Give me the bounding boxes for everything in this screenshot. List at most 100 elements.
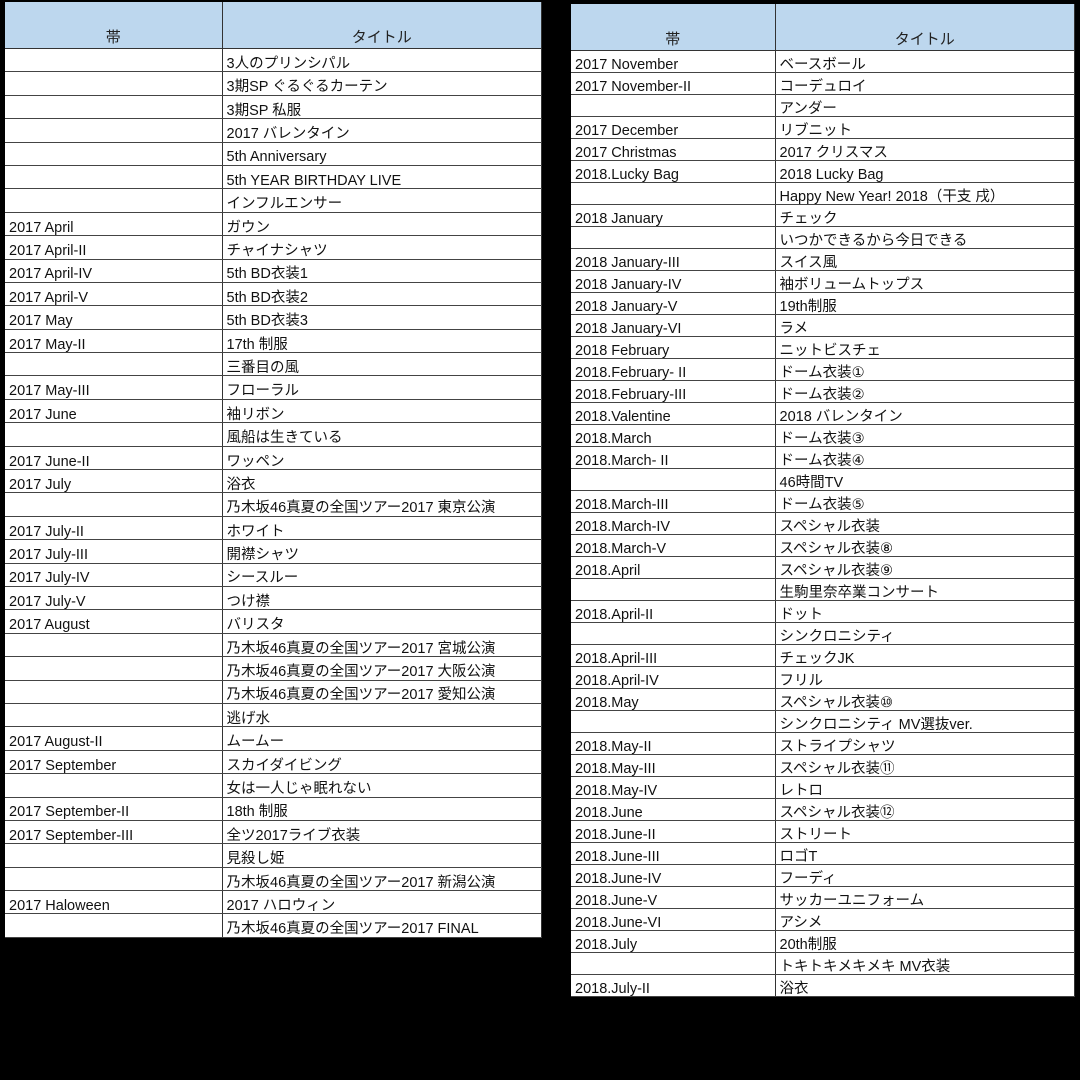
title-cell[interactable]: チェック xyxy=(775,204,1075,227)
band-cell[interactable] xyxy=(5,71,223,96)
title-cell[interactable]: 46時間TV xyxy=(775,468,1075,491)
band-cell[interactable] xyxy=(571,94,776,117)
title-cell[interactable]: シースルー xyxy=(222,563,542,587)
band-cell[interactable] xyxy=(5,913,223,938)
band-cell[interactable] xyxy=(5,422,223,447)
title-cell[interactable]: 逃げ水 xyxy=(222,703,542,728)
title-cell[interactable]: Happy New Year! 2018（干支 戌） xyxy=(775,182,1075,205)
title-cell[interactable]: いつかできるから今日できる xyxy=(775,226,1075,249)
band-cell[interactable]: 2018 January-VI xyxy=(571,314,776,337)
title-cell[interactable]: スペシャル衣装 xyxy=(775,512,1075,535)
title-cell[interactable]: ドーム衣装③ xyxy=(775,424,1075,447)
band-cell[interactable]: 2017 June xyxy=(5,399,223,424)
band-cell[interactable]: 2018.April-II xyxy=(571,600,776,623)
title-cell[interactable]: リブニット xyxy=(775,116,1075,139)
band-cell[interactable]: 2018 February xyxy=(571,336,776,359)
title-cell[interactable]: 風船は生きている xyxy=(222,422,542,447)
band-cell[interactable] xyxy=(5,48,223,73)
title-cell[interactable]: バリスタ xyxy=(222,609,542,634)
band-cell[interactable] xyxy=(5,352,223,377)
band-cell[interactable]: 2018.Lucky Bag xyxy=(571,160,776,183)
title-cell[interactable]: 3期SP 私服 xyxy=(222,95,542,120)
title-cell[interactable]: アンダー xyxy=(775,94,1075,117)
band-cell[interactable]: 2018.March- II xyxy=(571,446,776,469)
band-cell[interactable] xyxy=(5,867,223,892)
title-cell[interactable]: スイス風 xyxy=(775,248,1075,271)
band-cell[interactable] xyxy=(5,703,223,728)
title-cell[interactable]: インフルエンサー xyxy=(222,188,542,213)
title-cell[interactable]: スペシャル衣装⑩ xyxy=(775,688,1075,711)
band-cell[interactable] xyxy=(5,142,223,166)
band-cell[interactable]: 2018.March-V xyxy=(571,534,776,557)
band-cell[interactable]: 2018.June-VI xyxy=(571,908,776,931)
band-cell[interactable]: 2017 August-II xyxy=(5,726,223,751)
band-cell[interactable] xyxy=(571,710,776,733)
title-cell[interactable]: 2017 ハロウィン xyxy=(222,890,542,915)
band-cell[interactable] xyxy=(571,952,776,975)
title-cell[interactable]: フリル xyxy=(775,666,1075,689)
band-cell[interactable]: 2018.March xyxy=(571,424,776,447)
title-cell[interactable]: アシメ xyxy=(775,908,1075,931)
title-cell[interactable]: トキトキメキメキ MV衣装 xyxy=(775,952,1075,975)
title-cell[interactable]: コーデュロイ xyxy=(775,72,1075,95)
band-cell[interactable]: 2017 July xyxy=(5,469,223,494)
band-cell[interactable]: 2018.March-IV xyxy=(571,512,776,535)
title-cell[interactable]: スペシャル衣装⑫ xyxy=(775,798,1075,821)
band-cell[interactable] xyxy=(5,656,223,681)
title-cell[interactable]: ニットビスチェ xyxy=(775,336,1075,359)
title-cell[interactable]: 浴衣 xyxy=(775,974,1075,997)
band-cell[interactable] xyxy=(5,843,223,868)
band-cell[interactable]: 2018.Valentine xyxy=(571,402,776,425)
band-cell[interactable]: 2017 July-V xyxy=(5,586,223,611)
band-cell[interactable]: 2017 April-II xyxy=(5,235,223,260)
title-cell[interactable]: 乃木坂46真夏の全国ツアー2017 東京公演 xyxy=(222,492,542,517)
band-cell[interactable] xyxy=(571,578,776,601)
title-cell[interactable]: 生駒里奈卒業コンサート xyxy=(775,578,1075,601)
band-cell[interactable]: 2017 August xyxy=(5,609,223,634)
title-cell[interactable]: スペシャル衣装⑧ xyxy=(775,534,1075,557)
title-cell[interactable]: ラメ xyxy=(775,314,1075,337)
band-cell[interactable]: 2017 April-V xyxy=(5,282,223,307)
title-cell[interactable]: 袖リボン xyxy=(222,399,542,424)
title-cell[interactable]: スペシャル衣装⑪ xyxy=(775,754,1075,777)
title-cell[interactable]: ドーム衣装④ xyxy=(775,446,1075,469)
band-cell[interactable]: 2018.June-V xyxy=(571,886,776,909)
band-cell[interactable]: 2017 May-II xyxy=(5,329,223,354)
band-cell[interactable]: 2018.April xyxy=(571,556,776,579)
band-cell[interactable]: 2017 May-III xyxy=(5,375,223,400)
band-cell[interactable] xyxy=(5,773,223,798)
band-cell[interactable]: 2018 January-V xyxy=(571,292,776,315)
band-cell[interactable]: 2018.April-IV xyxy=(571,666,776,689)
title-cell[interactable]: ホワイト xyxy=(222,516,542,541)
band-cell[interactable] xyxy=(5,680,223,704)
band-cell[interactable]: 2018 January xyxy=(571,204,776,227)
title-cell[interactable]: フーディ xyxy=(775,864,1075,887)
title-cell[interactable]: シンクロニシティ xyxy=(775,622,1075,645)
band-cell[interactable] xyxy=(571,226,776,249)
title-cell[interactable]: 5th Anniversary xyxy=(222,142,542,166)
title-cell[interactable]: ムームー xyxy=(222,726,542,751)
title-cell[interactable]: 19th制服 xyxy=(775,292,1075,315)
title-cell[interactable]: 乃木坂46真夏の全国ツアー2017 新潟公演 xyxy=(222,867,542,892)
band-cell[interactable]: 2018.May-III xyxy=(571,754,776,777)
title-cell[interactable]: サッカーユニフォーム xyxy=(775,886,1075,909)
band-cell[interactable] xyxy=(571,622,776,645)
title-cell[interactable]: 浴衣 xyxy=(222,469,542,494)
title-cell[interactable]: ドーム衣装① xyxy=(775,358,1075,381)
title-cell[interactable]: 見殺し姫 xyxy=(222,843,542,868)
title-cell[interactable]: 5th BD衣装3 xyxy=(222,305,542,330)
title-cell[interactable]: 2017 クリスマス xyxy=(775,138,1075,161)
title-cell[interactable]: 5th BD衣装1 xyxy=(222,259,542,283)
title-cell[interactable]: ガウン xyxy=(222,212,542,237)
title-cell[interactable]: 乃木坂46真夏の全国ツアー2017 宮城公演 xyxy=(222,633,542,658)
band-cell[interactable]: 2017 July-III xyxy=(5,539,223,564)
band-cell[interactable]: 2017 April-IV xyxy=(5,259,223,283)
band-cell[interactable]: 2018.April-III xyxy=(571,644,776,667)
title-cell[interactable]: レトロ xyxy=(775,776,1075,799)
band-cell[interactable]: 2018.June-II xyxy=(571,820,776,843)
title-cell[interactable]: 2018 Lucky Bag xyxy=(775,160,1075,183)
title-cell[interactable]: 女は一人じゃ眠れない xyxy=(222,773,542,798)
band-cell[interactable]: 2017 September-III xyxy=(5,820,223,845)
band-cell[interactable] xyxy=(5,492,223,517)
band-cell[interactable]: 2017 December xyxy=(571,116,776,139)
